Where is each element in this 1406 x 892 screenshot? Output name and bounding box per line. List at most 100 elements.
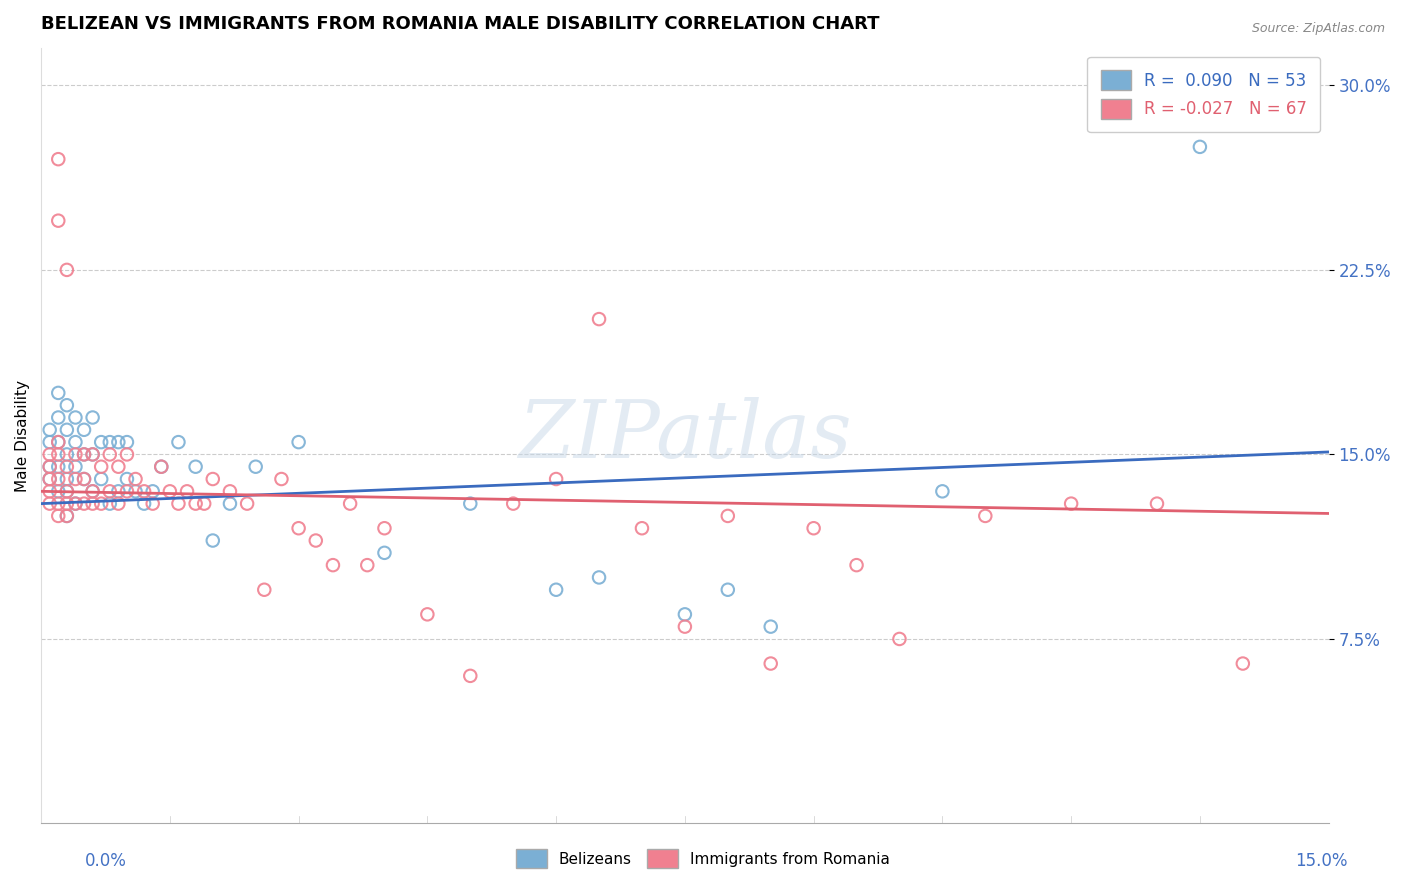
Point xyxy=(56,497,79,511)
Point xyxy=(98,447,121,461)
Point xyxy=(90,435,112,450)
Point xyxy=(46,484,69,499)
Point xyxy=(82,447,104,461)
Point xyxy=(65,459,87,474)
Point xyxy=(458,669,481,683)
Point xyxy=(115,435,138,450)
Point xyxy=(82,484,104,499)
Point xyxy=(287,435,309,450)
Point xyxy=(90,472,112,486)
Point xyxy=(124,484,146,499)
Point xyxy=(46,152,69,166)
Point xyxy=(46,385,69,400)
Point xyxy=(73,497,96,511)
Text: BELIZEAN VS IMMIGRANTS FROM ROMANIA MALE DISABILITY CORRELATION CHART: BELIZEAN VS IMMIGRANTS FROM ROMANIA MALE… xyxy=(41,15,880,33)
Point xyxy=(132,484,155,499)
Point xyxy=(142,484,165,499)
Point xyxy=(588,570,610,584)
Point xyxy=(1188,140,1211,154)
Point xyxy=(65,497,87,511)
Point xyxy=(107,435,129,450)
Point xyxy=(502,497,524,511)
Point xyxy=(65,447,87,461)
Point xyxy=(98,497,121,511)
Point xyxy=(1060,497,1083,511)
Point xyxy=(107,484,129,499)
Point xyxy=(115,472,138,486)
Point xyxy=(673,607,696,622)
Point xyxy=(38,472,60,486)
Point xyxy=(98,484,121,499)
Point xyxy=(56,472,79,486)
Point xyxy=(56,484,79,499)
Point xyxy=(56,459,79,474)
Point xyxy=(38,484,60,499)
Point xyxy=(98,435,121,450)
Point xyxy=(38,459,60,474)
Y-axis label: Male Disability: Male Disability xyxy=(15,380,30,492)
Point xyxy=(46,410,69,425)
Point xyxy=(73,447,96,461)
Point xyxy=(82,497,104,511)
Point xyxy=(803,521,825,535)
Point xyxy=(322,558,344,573)
Point xyxy=(46,213,69,227)
Point xyxy=(546,582,568,597)
Point xyxy=(46,435,69,450)
Point xyxy=(458,497,481,511)
Point xyxy=(546,472,568,486)
Point xyxy=(46,472,69,486)
Point xyxy=(717,508,740,523)
Point xyxy=(124,472,146,486)
Point xyxy=(46,459,69,474)
Point xyxy=(142,497,165,511)
Point xyxy=(588,312,610,326)
Point xyxy=(46,508,69,523)
Point xyxy=(90,459,112,474)
Point xyxy=(38,459,60,474)
Point xyxy=(270,472,292,486)
Point xyxy=(373,546,395,560)
Point xyxy=(38,423,60,437)
Point xyxy=(107,497,129,511)
Point xyxy=(219,484,242,499)
Point xyxy=(38,497,60,511)
Point xyxy=(176,484,198,499)
Point xyxy=(245,459,267,474)
Point xyxy=(974,508,997,523)
Point xyxy=(184,459,207,474)
Point xyxy=(73,472,96,486)
Point xyxy=(253,582,276,597)
Point xyxy=(56,398,79,412)
Point xyxy=(38,435,60,450)
Point xyxy=(73,472,96,486)
Point xyxy=(73,447,96,461)
Point xyxy=(46,497,69,511)
Point xyxy=(1232,657,1254,671)
Point xyxy=(305,533,328,548)
Point xyxy=(759,620,782,634)
Point xyxy=(287,521,309,535)
Point xyxy=(931,484,953,499)
Point xyxy=(56,447,79,461)
Point xyxy=(339,497,361,511)
Point xyxy=(56,508,79,523)
Point xyxy=(416,607,439,622)
Legend: R =  0.090   N = 53, R = -0.027   N = 67: R = 0.090 N = 53, R = -0.027 N = 67 xyxy=(1087,57,1320,132)
Point xyxy=(150,459,173,474)
Point xyxy=(107,459,129,474)
Point xyxy=(1146,497,1168,511)
Point xyxy=(56,508,79,523)
Legend: Belizeans, Immigrants from Romania: Belizeans, Immigrants from Romania xyxy=(509,841,897,875)
Point xyxy=(236,497,259,511)
Point xyxy=(132,497,155,511)
Point xyxy=(82,447,104,461)
Point xyxy=(201,472,224,486)
Point xyxy=(373,521,395,535)
Point xyxy=(65,435,87,450)
Point xyxy=(219,497,242,511)
Point xyxy=(65,497,87,511)
Point xyxy=(717,582,740,597)
Point xyxy=(167,497,190,511)
Point xyxy=(845,558,868,573)
